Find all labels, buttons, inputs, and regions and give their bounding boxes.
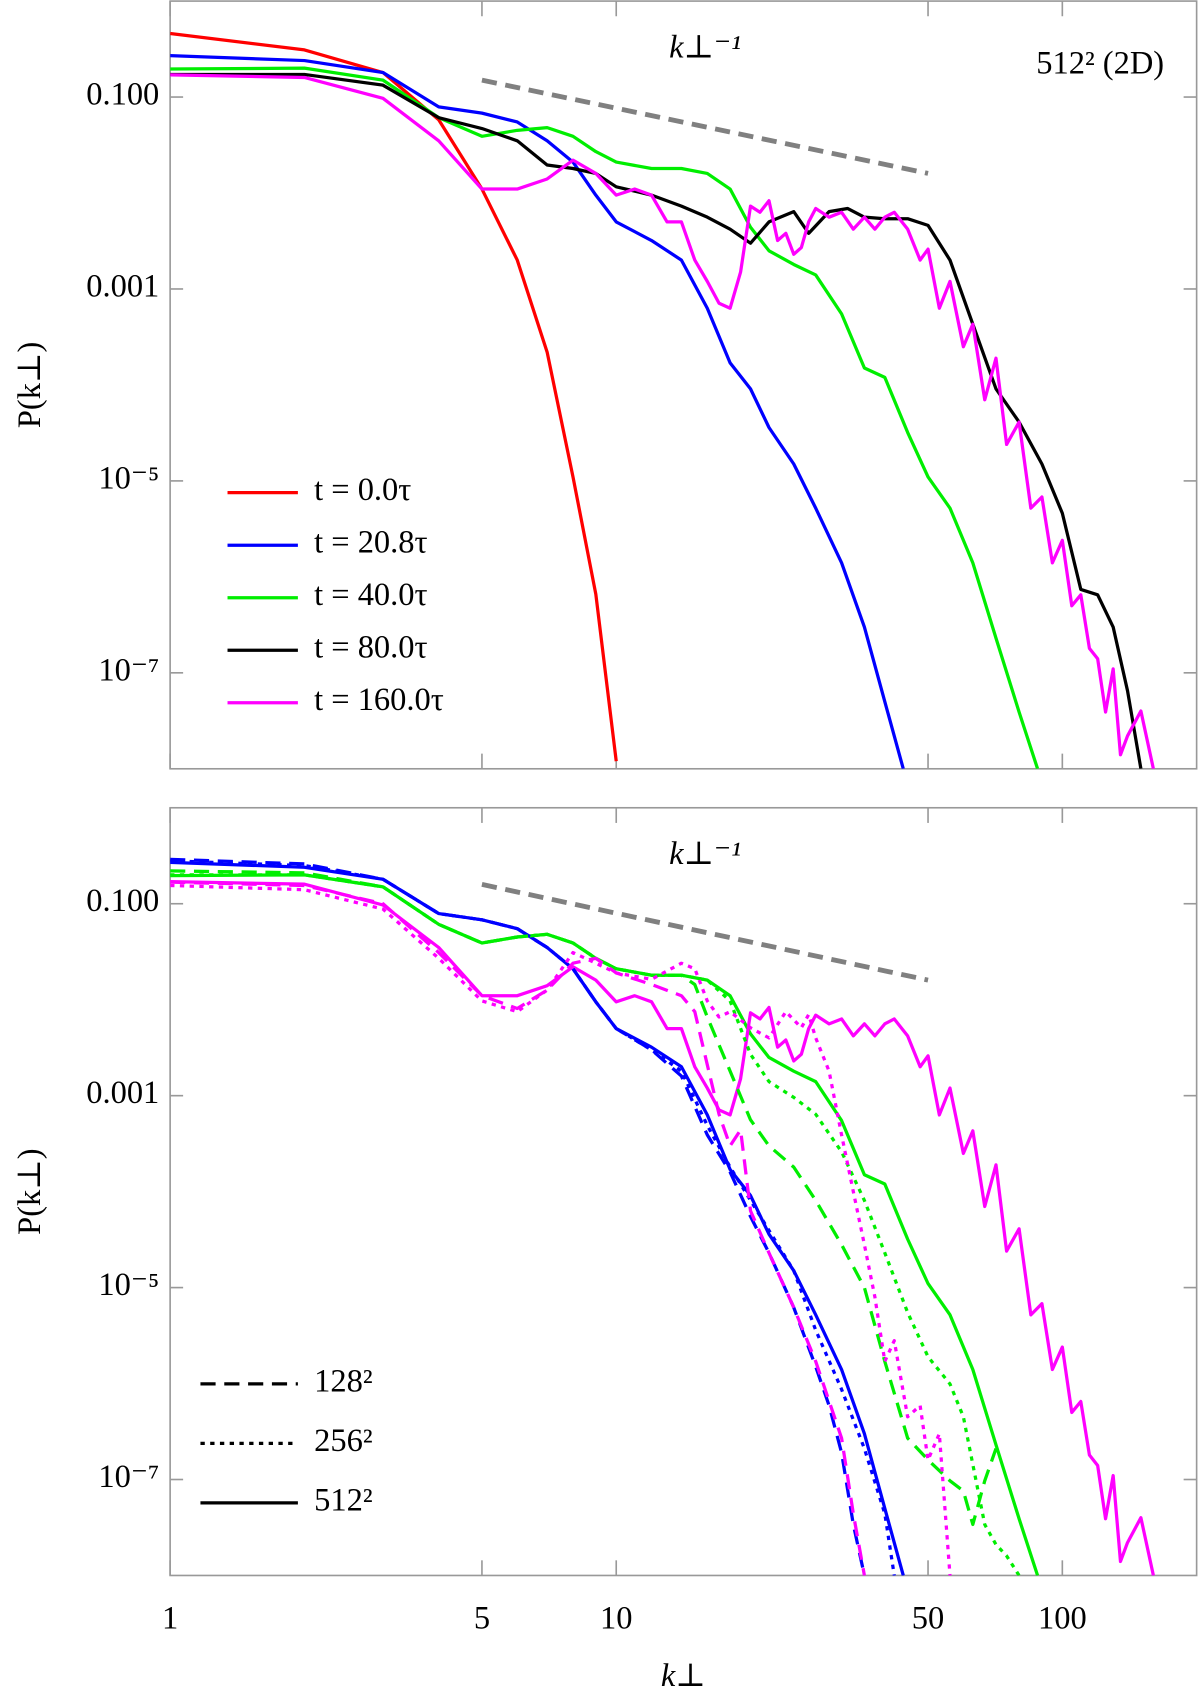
series-line: [170, 31, 618, 762]
series-line: [170, 54, 905, 769]
reference-label: k⊥⁻¹: [669, 836, 741, 872]
series-line: [170, 859, 896, 1576]
x-tick-label: 50: [912, 1600, 944, 1636]
annotation: 512² (2D): [1036, 46, 1164, 82]
x-tick-label: 100: [1038, 1600, 1087, 1636]
y-tick-label: 10⁻⁵: [98, 1267, 159, 1303]
plot-frame: [169, 0, 1198, 770]
series-line: [170, 73, 1155, 769]
y-tick-label: 10⁻⁷: [98, 1459, 159, 1495]
series-line: [170, 880, 866, 1576]
series-line: [170, 869, 998, 1527]
y-tick-label: 0.100: [86, 883, 159, 919]
legend-label: t = 0.0τ: [314, 472, 411, 508]
series-line: [170, 879, 1155, 1576]
y-tick-label: 10⁻⁷: [98, 652, 159, 688]
legend-label: t = 80.0τ: [314, 630, 427, 666]
series-line: [170, 860, 905, 1576]
legend-label: 256²: [314, 1423, 372, 1459]
y-axis-label: P(k⊥): [12, 342, 48, 428]
series-line: [170, 72, 1143, 769]
y-axis-label: P(k⊥): [12, 1148, 48, 1234]
legend-label: t = 40.0τ: [314, 577, 427, 613]
y-tick-label: 0.001: [86, 268, 159, 304]
series-line: [170, 873, 1040, 1576]
x-tick-label: 10: [600, 1600, 632, 1636]
reference-line: [481, 77, 929, 176]
x-tick-label: 1: [162, 1600, 178, 1636]
y-tick-label: 0.100: [86, 76, 159, 112]
plot-frame: [169, 806, 1198, 1577]
y-tick-label: 10⁻⁵: [98, 460, 159, 496]
plot-area: [170, 857, 1155, 1576]
legend-label: 512²: [314, 1482, 372, 1518]
plot-area: [170, 31, 1155, 769]
legend-label: t = 20.8τ: [314, 525, 427, 561]
y-tick-label: 0.001: [86, 1075, 159, 1111]
reference-line: [481, 882, 929, 983]
legend-label: 128²: [314, 1363, 372, 1399]
series-line: [170, 883, 952, 1576]
series-line: [170, 873, 1021, 1576]
x-axis-label: k⊥: [661, 1658, 706, 1694]
reference-label: k⊥⁻¹: [669, 29, 741, 65]
legend-label: t = 160.0τ: [314, 682, 444, 718]
x-tick-label: 5: [474, 1600, 490, 1636]
